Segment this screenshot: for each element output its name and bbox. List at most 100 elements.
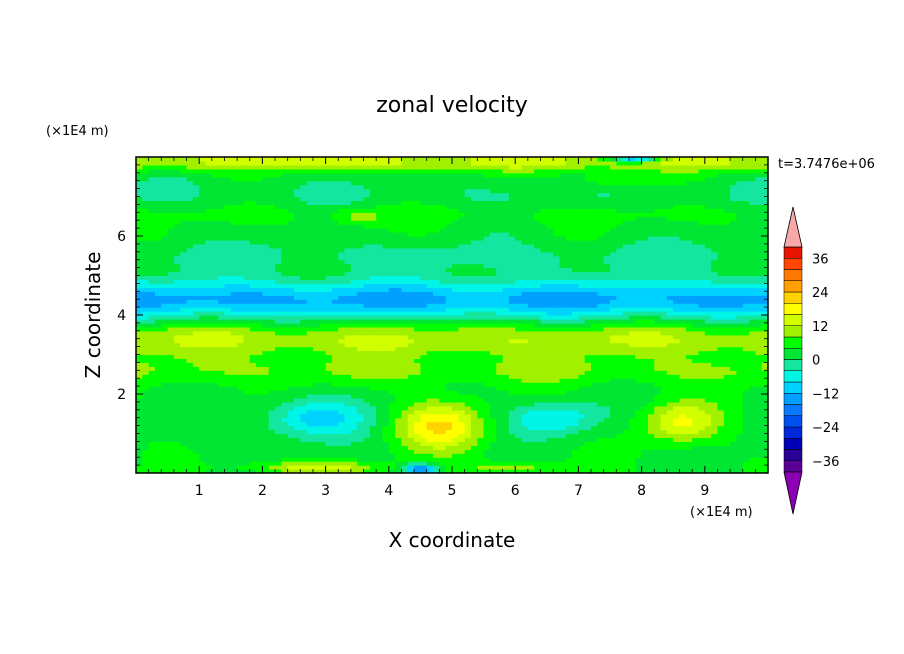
- contour-cell: [452, 382, 459, 387]
- contour-cell: [256, 449, 263, 454]
- contour-cell: [540, 318, 548, 324]
- contour-cell: [294, 322, 301, 328]
- contour-cell: [350, 394, 358, 399]
- contour-cell: [199, 421, 207, 427]
- contour-cell: [300, 307, 308, 312]
- contour-cell: [414, 307, 421, 312]
- contour-cell: [647, 386, 655, 391]
- contour-cell: [192, 405, 200, 411]
- contour-cell: [553, 350, 561, 356]
- contour-cell: [218, 465, 226, 470]
- contour-cell: [382, 358, 390, 363]
- contour-cell: [452, 397, 459, 403]
- contour-cell: [521, 469, 529, 473]
- contour-cell: [414, 311, 421, 316]
- contour-cell: [508, 445, 516, 450]
- contour-cell: [641, 318, 649, 324]
- contour-cell: [616, 433, 624, 439]
- contour-cell: [584, 461, 592, 466]
- contour-cell: [287, 366, 295, 371]
- contour-cell: [628, 390, 636, 395]
- contour-cell: [546, 421, 554, 427]
- contour-cell: [540, 433, 548, 439]
- contour-cell: [723, 370, 731, 375]
- contour-cell: [407, 409, 415, 415]
- contour-cell: [306, 421, 314, 427]
- contour-cell: [483, 283, 491, 288]
- contour-cell: [300, 295, 308, 300]
- contour-cell: [489, 299, 497, 304]
- contour-cell: [559, 275, 567, 281]
- contour-cell: [572, 299, 579, 304]
- contour-cell: [591, 401, 598, 407]
- contour-cell: [445, 370, 453, 375]
- contour-cell: [382, 421, 390, 427]
- contour-cell: [565, 303, 573, 308]
- contour-cell: [452, 445, 459, 450]
- contour-cell: [546, 307, 554, 312]
- contour-cell: [483, 275, 491, 281]
- contour-cell: [167, 358, 175, 363]
- contour-cell: [268, 299, 276, 304]
- contour-cell: [192, 437, 200, 442]
- contour-cell: [572, 291, 579, 296]
- contour-cell: [363, 461, 371, 466]
- contour-cell: [167, 413, 175, 419]
- contour-cell: [312, 366, 320, 371]
- contour-cell: [736, 358, 744, 363]
- contour-cell: [142, 354, 150, 360]
- contour-cell: [477, 394, 485, 399]
- contour-cell: [439, 457, 447, 462]
- contour-cell: [167, 311, 175, 316]
- contour-cell: [344, 283, 352, 288]
- contour-cell: [692, 441, 700, 446]
- contour-cell: [515, 307, 523, 312]
- contour-cell: [565, 382, 573, 387]
- contour-cell: [148, 457, 156, 462]
- contour-cell: [565, 437, 573, 442]
- contour-cell: [616, 291, 624, 296]
- contour-cell: [407, 397, 415, 403]
- contour-cell: [205, 469, 213, 473]
- contour-cell: [673, 457, 681, 462]
- contour-cell: [281, 350, 289, 356]
- contour-cell: [275, 307, 282, 312]
- contour-cell: [173, 366, 181, 371]
- contour-cell: [256, 295, 263, 300]
- contour-cell: [142, 461, 150, 466]
- contour-cell: [761, 401, 768, 407]
- contour-cell: [458, 287, 466, 292]
- contour-cell: [136, 326, 143, 332]
- contour-cell: [306, 318, 314, 324]
- contour-cell: [591, 429, 598, 435]
- contour-cell: [338, 437, 346, 442]
- contour-cell: [243, 457, 251, 462]
- contour-cell: [584, 275, 592, 281]
- contour-cell: [363, 338, 371, 344]
- contour-cell: [426, 469, 434, 473]
- contour-cell: [654, 405, 662, 411]
- contour-cell: [717, 378, 725, 383]
- contour-cell: [660, 346, 668, 352]
- contour-cell: [192, 401, 200, 407]
- contour-cell: [464, 303, 472, 308]
- contour-cell: [433, 358, 440, 363]
- contour-cell: [565, 378, 573, 383]
- contour-cell: [698, 370, 706, 375]
- contour-cell: [616, 397, 624, 403]
- contour-cell: [136, 311, 143, 316]
- contour-cell: [205, 366, 213, 371]
- contour-cell: [603, 437, 611, 442]
- contour-cell: [243, 362, 251, 367]
- contour-cell: [666, 279, 674, 284]
- contour-cell: [591, 413, 598, 419]
- contour-cell: [736, 405, 744, 411]
- contour-cell: [287, 457, 295, 462]
- contour-cell: [730, 429, 737, 435]
- contour-cell: [148, 378, 156, 383]
- contour-cell: [704, 425, 712, 431]
- contour-cell: [180, 330, 188, 336]
- contour-cell: [584, 441, 592, 446]
- contour-cell: [578, 307, 586, 312]
- contour-cell: [616, 386, 624, 391]
